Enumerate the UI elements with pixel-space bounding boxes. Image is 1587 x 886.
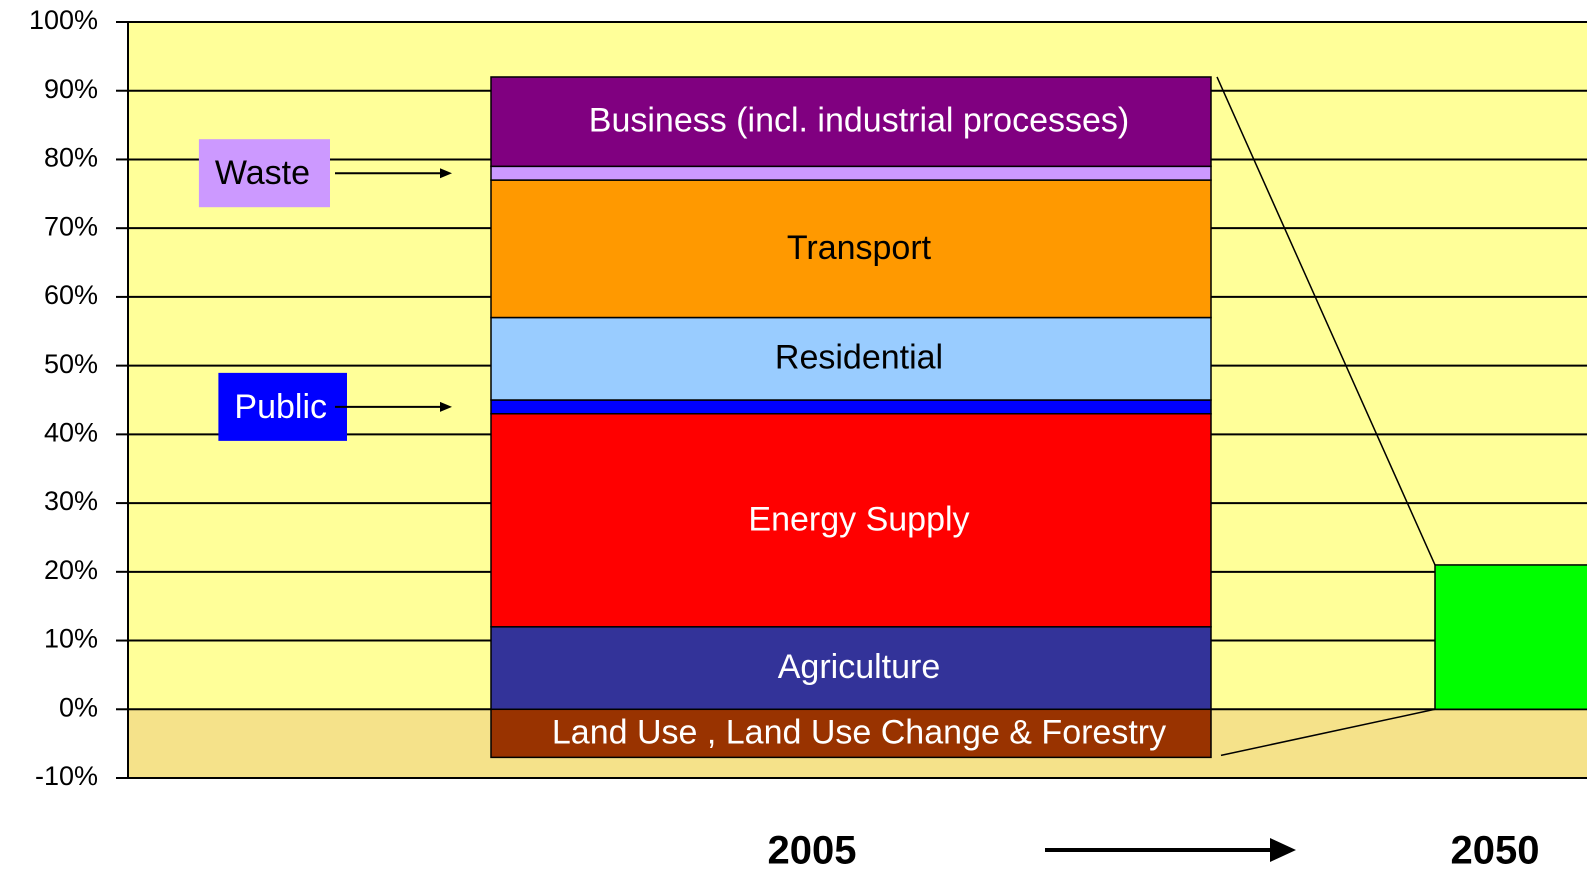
callout-label: Waste xyxy=(215,154,310,192)
arrow-head xyxy=(440,401,452,412)
y-tick-label: 30% xyxy=(44,486,98,516)
y-tick-label: 50% xyxy=(44,349,98,379)
bar-segment xyxy=(490,708,1212,759)
bar-segment xyxy=(490,412,1212,628)
y-tick-label: 20% xyxy=(44,555,98,585)
arrow-head xyxy=(1270,838,1296,862)
y-tick-label: -10% xyxy=(35,761,98,791)
bar-segment xyxy=(490,179,1212,319)
segment-label: Energy Supply xyxy=(748,500,969,538)
y-tick-label: 0% xyxy=(59,692,98,722)
segment-label: Agriculture xyxy=(778,648,941,686)
callout-box xyxy=(218,372,347,441)
y-tick-label: 90% xyxy=(44,74,98,104)
connector xyxy=(1216,76,1436,566)
callout-label: Public xyxy=(234,388,327,426)
y-tick-label: 100% xyxy=(29,5,98,35)
callout-box xyxy=(198,139,330,208)
x-tick-label: 2005 xyxy=(768,829,857,873)
x-tick-label: 2050 xyxy=(1451,829,1540,873)
y-tick-label: 70% xyxy=(44,211,98,241)
bar-segment xyxy=(490,165,1212,181)
bar-segment xyxy=(490,316,1212,401)
segment-label: Transport xyxy=(787,229,932,267)
bar-segment xyxy=(1434,564,1587,711)
segment-label: Land Use , Land Use Change & Forestry xyxy=(552,713,1166,751)
bar-segment xyxy=(490,399,1212,415)
y-tick-label: 60% xyxy=(44,280,98,310)
y-tick-label: 80% xyxy=(44,143,98,173)
y-tick-label: 40% xyxy=(44,417,98,447)
connector xyxy=(1220,708,1436,757)
bar-segment xyxy=(490,626,1212,711)
arrow-head xyxy=(440,168,452,179)
segment-label: Residential xyxy=(775,339,943,377)
segment-label: Business (incl. industrial processes) xyxy=(589,102,1129,140)
bar-segment xyxy=(490,76,1212,168)
y-tick-label: 10% xyxy=(44,624,98,654)
